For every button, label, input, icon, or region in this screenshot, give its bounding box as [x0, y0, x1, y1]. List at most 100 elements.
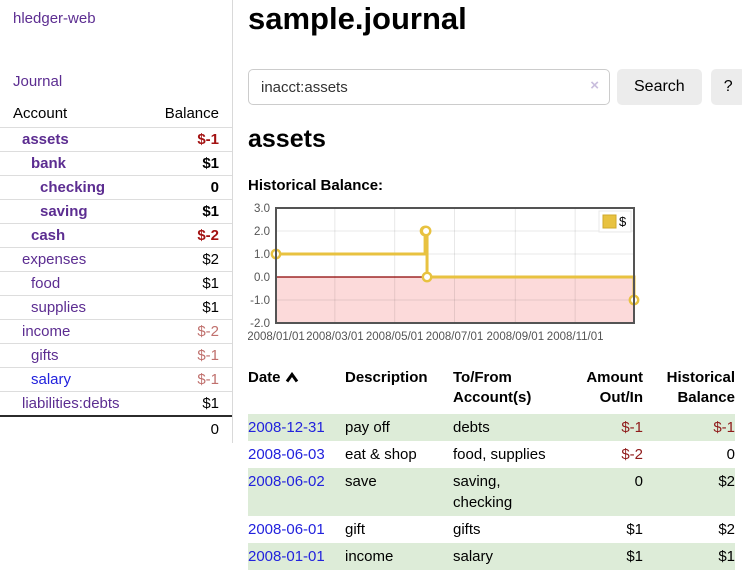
search-button[interactable]: Search	[617, 69, 702, 105]
account-balance-value: $1	[148, 295, 232, 320]
sidebar-account-link[interactable]: supplies	[31, 299, 87, 316]
transaction-amount-cell: $1	[626, 521, 643, 538]
account-row: expenses $2	[0, 247, 232, 272]
transaction-description-cell: save	[345, 473, 377, 490]
transaction-date-cell: 2008-06-01	[248, 516, 345, 543]
transaction-date-link[interactable]: 2008-06-02	[248, 473, 325, 490]
svg-text:2008/07/01: 2008/07/01	[426, 331, 484, 343]
register-row: 2008-06-02 save saving, checking 0 $2	[248, 468, 735, 516]
brand-link[interactable]: hledger-web	[13, 10, 96, 27]
transaction-balance-cell: $-1	[713, 419, 735, 436]
svg-text:-2.0: -2.0	[250, 318, 270, 330]
transaction-date-link[interactable]: 2008-06-03	[248, 446, 325, 463]
transaction-description-cell: income	[345, 548, 394, 565]
sidebar-account-link[interactable]: income	[22, 323, 71, 340]
account-balance-value: $-2	[148, 319, 232, 344]
account-heading: assets	[248, 125, 326, 153]
account-balance-value: $1	[148, 271, 232, 296]
help-button[interactable]: ?	[710, 69, 742, 105]
account-balance-value: $-2	[148, 223, 232, 248]
account-balance-value: $1	[148, 151, 232, 176]
transaction-date-cell: 2008-12-31	[248, 414, 345, 441]
sidebar-account-link[interactable]: cash	[31, 227, 66, 244]
sidebar-item-journal[interactable]: Journal	[13, 73, 63, 90]
balance-chart: 3.0 2.0 1.0 0.0 -1.0 -2.0 2008/01/01 2008/03/01…	[247, 202, 742, 352]
chart-title: Historical Balance:	[248, 177, 384, 194]
svg-text:2008/09/01: 2008/09/01	[487, 331, 545, 343]
svg-text:2008/11/01: 2008/11/01	[547, 331, 604, 343]
sidebar-account-link[interactable]: expenses	[22, 251, 87, 268]
register-amount-header: Amount Out/In	[586, 369, 643, 406]
svg-text:2008/01/01: 2008/01/01	[248, 331, 305, 343]
account-balance-value: $2	[148, 247, 232, 272]
svg-text:2.0: 2.0	[254, 226, 270, 238]
svg-text:$: $	[619, 214, 627, 229]
transaction-accounts-cell: saving, checking	[453, 473, 513, 511]
register-account-header: To/From Account(s)	[453, 369, 532, 406]
register-row: 2008-12-31 pay off debts $-1 $-1	[248, 414, 735, 441]
register-date-header-label: Date	[248, 369, 281, 386]
transaction-balance-cell: $2	[718, 473, 735, 490]
account-row: checking 0	[0, 175, 232, 200]
page-title: sample.journal	[248, 1, 467, 36]
register-header-row: Date Description To/From Account(s) Amou…	[248, 366, 735, 414]
search-input[interactable]	[248, 69, 610, 105]
svg-text:2008/05/01: 2008/05/01	[366, 331, 424, 343]
account-row: gifts $-1	[0, 343, 232, 368]
search-bar: × Search ?	[248, 69, 742, 105]
account-row: cash $-2	[0, 223, 232, 248]
sidebar-account-link[interactable]: gifts	[31, 347, 59, 364]
sidebar: hledger-web Journal Account Balance asse…	[0, 0, 233, 570]
balance-table-header-row: Account Balance	[0, 103, 232, 128]
search-input-wrapper: ×	[248, 69, 610, 105]
account-row: saving $1	[0, 199, 232, 224]
register-description-header: Description	[345, 369, 428, 386]
transaction-accounts-cell: debts	[453, 419, 490, 436]
transaction-description-cell: gift	[345, 521, 366, 538]
svg-text:3.0: 3.0	[254, 203, 270, 215]
transaction-date-link[interactable]: 2008-01-01	[248, 548, 325, 565]
transaction-amount-cell: $-1	[621, 419, 643, 436]
register-table: Date Description To/From Account(s) Amou…	[248, 366, 735, 570]
account-balance-value: $1	[148, 199, 232, 224]
transaction-date-cell: 2008-06-02	[248, 468, 345, 516]
sidebar-account-link[interactable]: bank	[31, 155, 67, 172]
sidebar-account-link[interactable]: saving	[40, 203, 88, 220]
transaction-amount-cell: $1	[626, 548, 643, 565]
transaction-accounts-cell: gifts	[453, 521, 481, 538]
sidebar-account-link[interactable]: assets	[22, 131, 69, 148]
register-row: 2008-06-01 gift gifts $1 $2	[248, 516, 735, 543]
transaction-description-cell: eat & shop	[345, 446, 417, 463]
account-row: income $-2	[0, 319, 232, 344]
transaction-date-link[interactable]: 2008-06-01	[248, 521, 325, 538]
svg-text:1.0: 1.0	[254, 249, 270, 261]
register-row: 2008-06-03 eat & shop food, supplies $-2 0	[248, 441, 735, 468]
account-balance-value: $1	[148, 391, 232, 416]
svg-text:-1.0: -1.0	[250, 295, 270, 307]
column-header-account: Account	[13, 105, 68, 122]
account-row: salary $-1	[0, 367, 232, 392]
register-balance-header: Historical Balance	[666, 369, 735, 406]
account-row: food $1	[0, 271, 232, 296]
transaction-balance-cell: $2	[718, 521, 735, 538]
account-balance-value: $-1	[148, 127, 232, 152]
register-date-sort-header[interactable]: Date	[248, 366, 345, 414]
transaction-accounts-cell: salary	[453, 548, 494, 565]
sidebar-content: hledger-web Journal Account Balance asse…	[0, 0, 233, 443]
svg-text:0.0: 0.0	[254, 272, 270, 284]
transaction-balance-cell: 0	[726, 446, 735, 463]
transaction-amount-cell: 0	[634, 473, 643, 490]
sidebar-account-link[interactable]: food	[31, 275, 61, 292]
clear-search-icon[interactable]: ×	[590, 77, 599, 94]
transaction-date-cell: 2008-01-01	[248, 543, 345, 570]
main-content: sample.journal × Search ? assets Histori…	[233, 0, 742, 570]
transaction-date-link[interactable]: 2008-12-31	[248, 419, 325, 436]
balance-total-row: 0	[0, 415, 232, 442]
account-row: supplies $1	[0, 295, 232, 320]
sidebar-account-link[interactable]: liabilities:debts	[22, 395, 120, 412]
sidebar-account-link[interactable]: checking	[40, 179, 106, 196]
account-balance-value: $-1	[148, 343, 232, 368]
sidebar-account-link[interactable]: salary	[31, 371, 72, 388]
transaction-balance-cell: $1	[718, 548, 735, 565]
